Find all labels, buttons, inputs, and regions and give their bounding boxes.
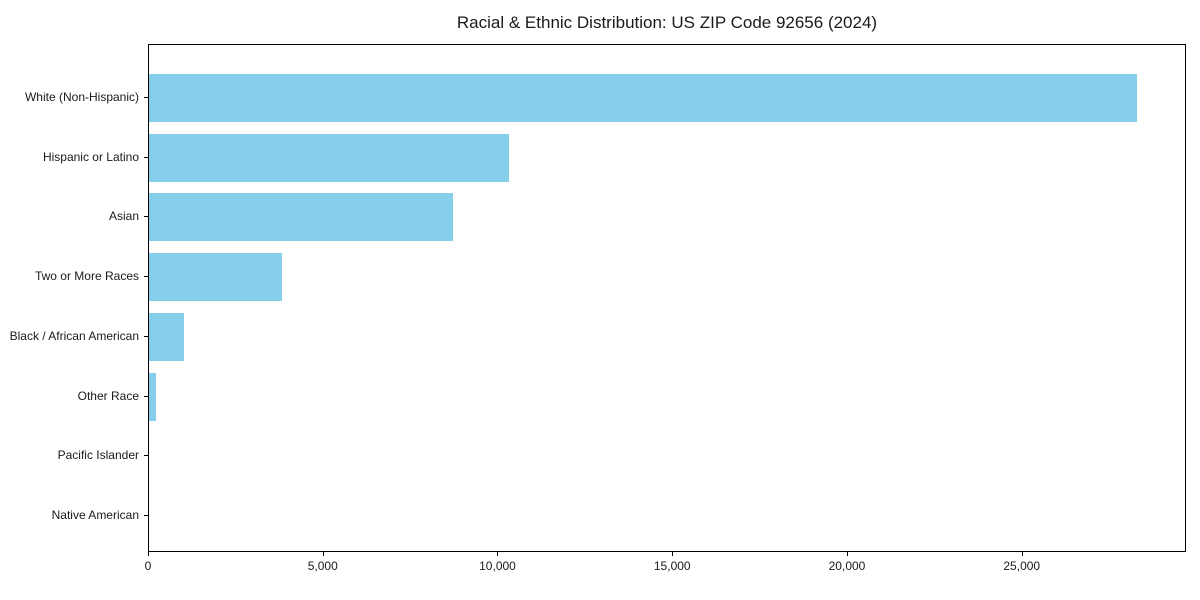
x-tick-label-5000: 5,000: [307, 559, 338, 573]
x-tick-mark: [672, 552, 674, 556]
y-tick-mark: [144, 97, 148, 98]
x-tick-mark: [322, 552, 324, 556]
y-tick-label-black-african-american: Black / African American: [9, 328, 139, 343]
y-tick-label-white-non-hispanic: White (Non-Hispanic): [24, 90, 139, 104]
y-tick-mark: [144, 455, 148, 457]
y-tick-mark: [144, 514, 148, 516]
x-tick-mark: [846, 552, 848, 556]
y-tick-mark: [144, 276, 148, 278]
bar-white-non-hispanic: [149, 74, 1138, 122]
y-tick-mark: [144, 335, 148, 337]
x-tick-mark: [1021, 552, 1023, 556]
y-tick-label-native-american: Native American: [51, 507, 139, 522]
x-tick-mark: [148, 552, 149, 556]
bar-other-race: [149, 372, 156, 421]
x-tick-mark: [497, 552, 499, 556]
x-tick-label-10000: 10,000: [479, 559, 516, 573]
y-tick-label-other-race: Other Race: [77, 388, 139, 403]
bar-hispanic-or-latino: [149, 133, 509, 182]
y-tick-mark: [144, 156, 148, 158]
y-tick-label-two-or-more-races: Two or More Races: [34, 269, 139, 284]
plot-area: [148, 44, 1186, 552]
y-tick-label-asian: Asian: [108, 209, 139, 224]
x-tick-label-15000: 15,000: [653, 559, 691, 573]
bar-two-or-more-races: [149, 253, 283, 302]
bar-asian: [149, 193, 453, 242]
y-tick-label-hispanic-or-latino: Hispanic or Latino: [42, 149, 139, 164]
y-tick-mark: [144, 395, 148, 397]
x-tick-label-20000: 20,000: [828, 559, 866, 573]
bar-black-african-american: [149, 312, 184, 361]
y-tick-label-pacific-islander: Pacific Islander: [57, 448, 139, 463]
x-tick-label-0: 0: [144, 559, 152, 573]
chart-title: Racial & Ethnic Distribution: US ZIP Cod…: [456, 13, 878, 32]
x-tick-label-25000: 25,000: [1003, 559, 1041, 573]
y-tick-mark: [144, 216, 148, 218]
